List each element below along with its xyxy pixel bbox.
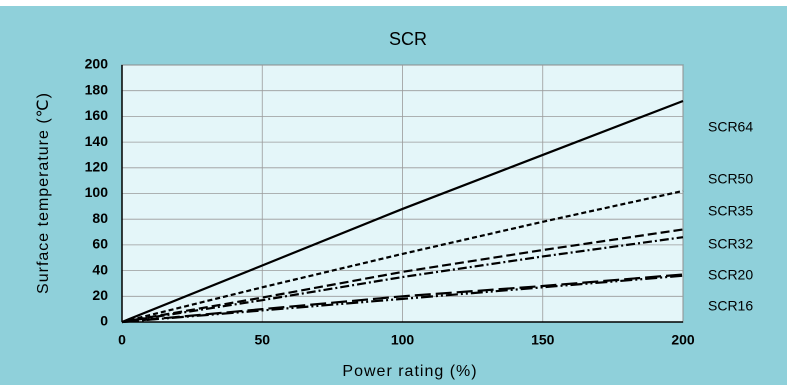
x-tick-label: 150	[531, 332, 555, 348]
y-tick-label: 180	[85, 81, 109, 97]
y-axis-label: Surface temperature (℃)	[35, 92, 52, 294]
series-label: SCR32	[708, 236, 753, 252]
y-tick-label: 140	[85, 133, 109, 149]
x-axis-label: Power rating (%)	[342, 363, 477, 380]
series-label: SCR64	[708, 119, 753, 135]
y-tick-label: 0	[100, 313, 108, 329]
series-line	[121, 274, 684, 324]
y-tick-label: 120	[85, 159, 109, 175]
y-tick-label: 20	[92, 287, 108, 303]
y-tick-label: 100	[85, 184, 109, 200]
top-strip	[0, 0, 787, 6]
x-tick-label: 0	[118, 332, 126, 348]
x-tick-label: 200	[671, 332, 695, 348]
series-label: SCR16	[708, 298, 753, 314]
series-line	[121, 273, 684, 324]
chart-title: SCR	[389, 29, 427, 49]
y-tick-label: 80	[92, 210, 108, 226]
series-line	[121, 228, 684, 324]
y-tick-label: 40	[92, 261, 108, 277]
y-tick-label: 60	[92, 236, 108, 252]
series-label: SCR35	[708, 203, 753, 219]
y-tick-label: 160	[85, 107, 109, 123]
y-tick-label: 200	[85, 56, 109, 72]
x-tick-label: 100	[391, 332, 415, 348]
series-label: SCR50	[708, 171, 753, 187]
series-line	[121, 236, 684, 324]
x-tick-label: 50	[254, 332, 270, 348]
series-line	[121, 189, 684, 324]
series-label: SCR20	[708, 267, 753, 283]
series-line	[121, 99, 684, 324]
